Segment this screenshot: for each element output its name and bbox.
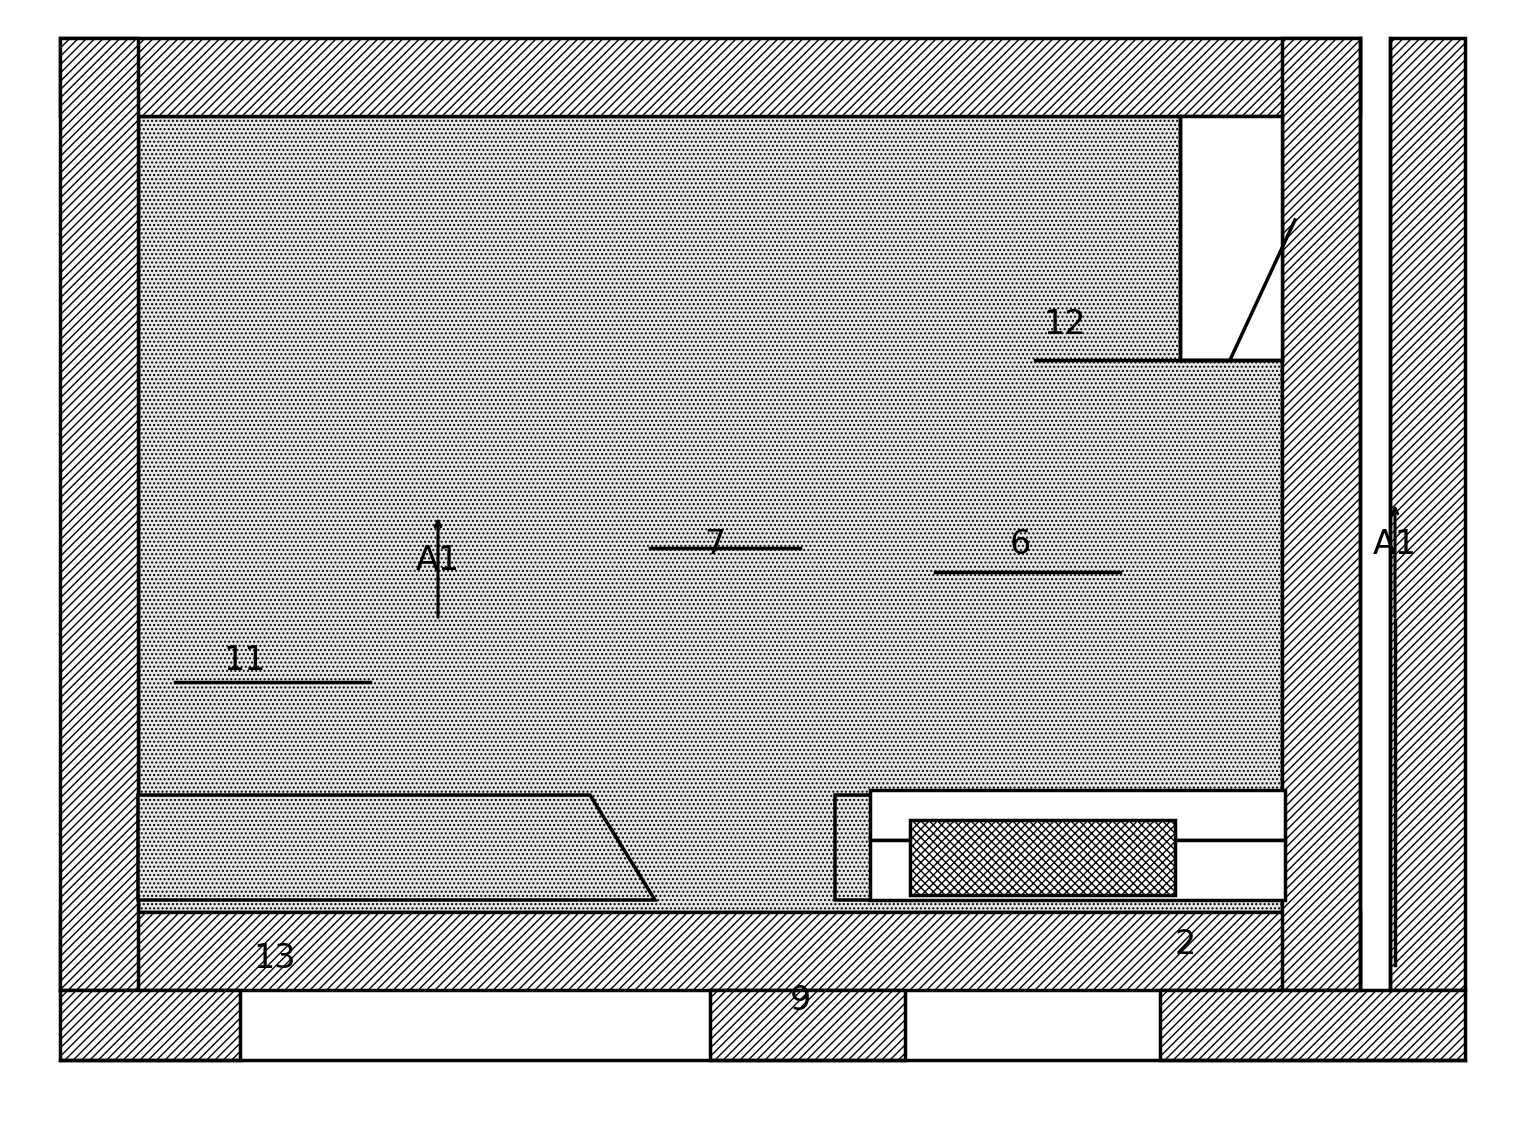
Bar (1389, 39, 1465, 990)
Polygon shape (834, 795, 1135, 900)
Bar (138, 116, 1281, 912)
Text: A1: A1 (1373, 528, 1417, 561)
Bar (1180, 116, 1281, 359)
Polygon shape (138, 795, 655, 900)
Bar (910, 820, 1175, 895)
Bar (59, 990, 240, 1060)
Text: 6: 6 (1009, 528, 1031, 561)
Text: 11: 11 (223, 643, 266, 677)
Bar (59, 39, 138, 990)
Bar (1160, 990, 1465, 1060)
Bar (59, 912, 1360, 990)
Bar (59, 39, 1360, 116)
Text: 9: 9 (789, 983, 810, 1016)
Text: 12: 12 (1044, 308, 1087, 341)
Bar (710, 990, 904, 1060)
Text: 7: 7 (704, 528, 725, 561)
Text: A1: A1 (416, 543, 461, 576)
Bar (1281, 39, 1360, 990)
Text: 2: 2 (1175, 929, 1196, 962)
Text: 13: 13 (254, 941, 296, 974)
Bar (869, 840, 1284, 900)
Bar (1360, 39, 1389, 990)
Bar (869, 790, 1284, 840)
